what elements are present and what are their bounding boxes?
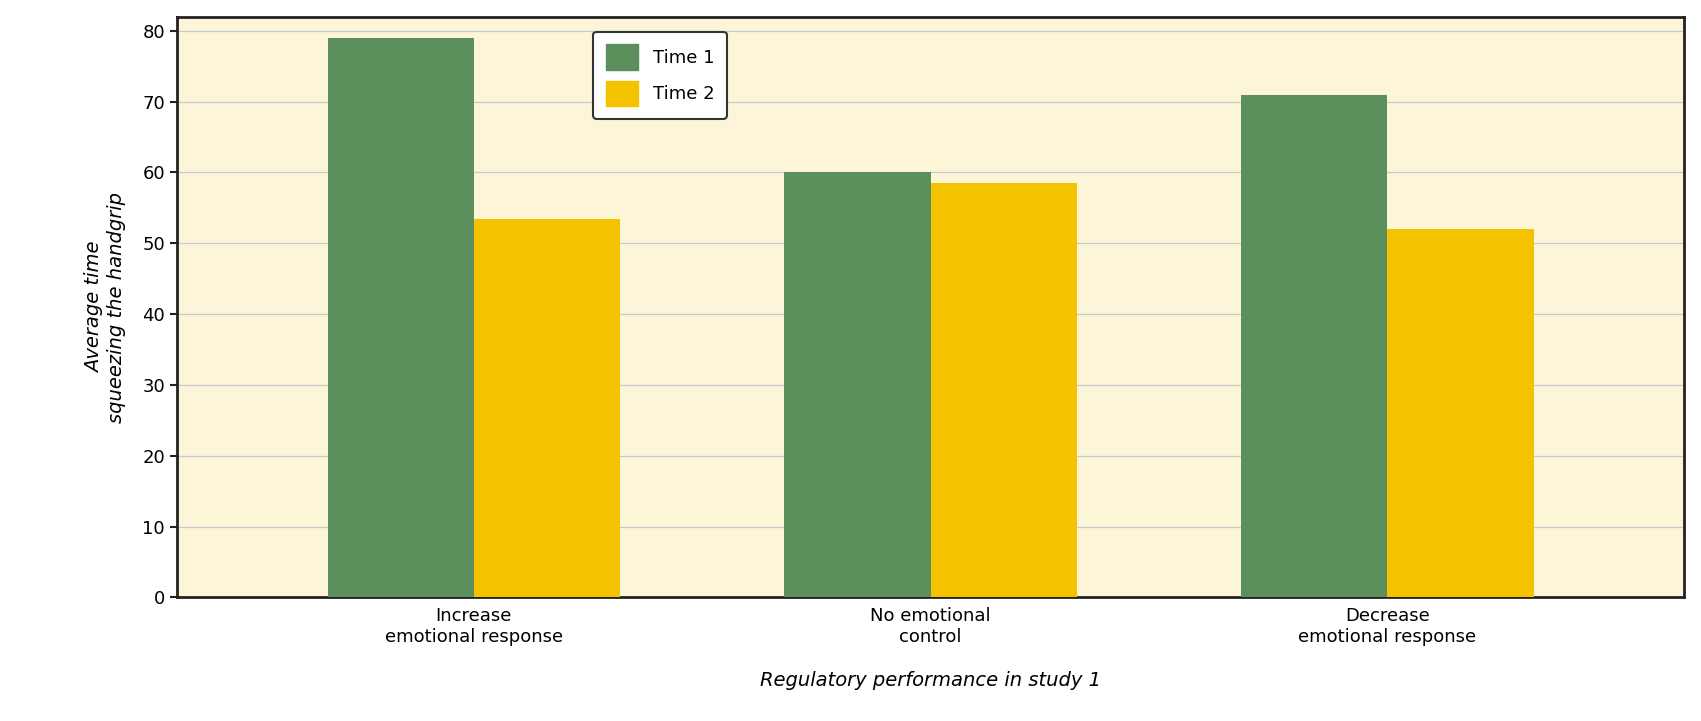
Bar [475,218,619,598]
Bar [1388,229,1534,598]
Bar [784,172,930,598]
X-axis label: Regulatory performance in study 1: Regulatory performance in study 1 [760,671,1101,690]
Bar [1242,94,1388,598]
Y-axis label: Average time
squeezing the handgrip: Average time squeezing the handgrip [85,192,126,423]
Legend: Time 1, Time 2: Time 1, Time 2 [594,32,726,119]
Bar [930,183,1077,598]
Bar [328,38,475,598]
